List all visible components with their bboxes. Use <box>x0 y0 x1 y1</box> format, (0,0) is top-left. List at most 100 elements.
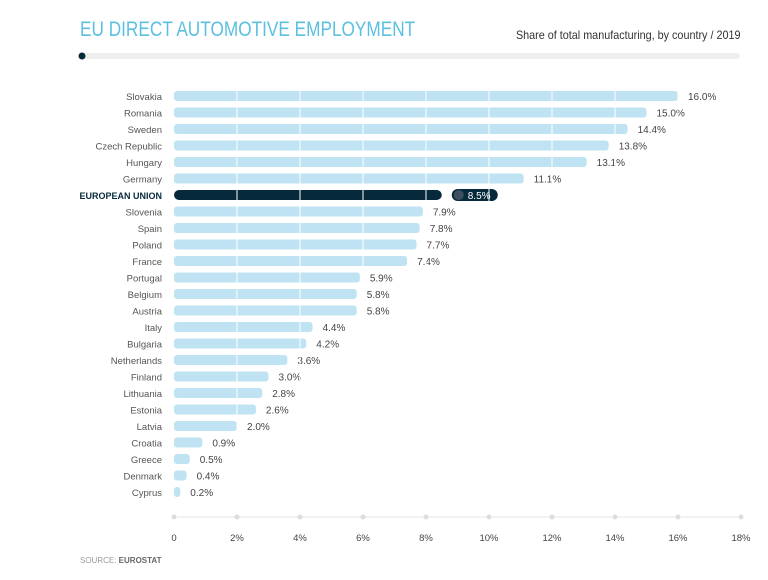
bar <box>174 355 288 365</box>
x-tick-label: 8% <box>419 533 433 544</box>
category-label: Denmark <box>123 472 162 483</box>
value-label: 7.4% <box>417 257 440 268</box>
bar <box>174 256 408 266</box>
category-label: Italy <box>145 323 163 334</box>
source-name: EUROSTAT <box>118 556 162 565</box>
bar <box>174 404 256 415</box>
bar <box>174 470 187 481</box>
value-label: 13.8% <box>619 142 647 153</box>
value-label: 5.8% <box>367 290 390 301</box>
value-label: 11.1% <box>534 175 562 186</box>
x-tick-label: 10% <box>479 533 499 544</box>
value-label: 8.5% <box>468 191 491 202</box>
source-note: SOURCE: EUROSTAT <box>80 556 161 565</box>
bar <box>174 239 417 250</box>
value-label: 5.8% <box>367 307 390 318</box>
category-label: Lithuania <box>123 389 162 400</box>
source-label: SOURCE: <box>80 556 119 565</box>
category-label: Hungary <box>126 158 162 169</box>
bar <box>174 140 609 151</box>
bar <box>174 223 420 233</box>
bar <box>174 289 357 299</box>
bar <box>174 173 524 184</box>
value-label: 2.6% <box>266 406 289 417</box>
bar <box>174 190 442 200</box>
x-tick-label: 6% <box>356 533 370 544</box>
x-tick-label: 2% <box>230 533 244 544</box>
x-tick-label: 14% <box>605 533 625 544</box>
x-tick-dot <box>234 514 240 520</box>
category-label: Poland <box>132 241 162 252</box>
category-label: Sweden <box>128 125 162 136</box>
bar <box>174 388 263 398</box>
chart-title: EU DIRECT AUTOMOTIVE EMPLOYMENT <box>80 18 416 41</box>
category-label: Bulgaria <box>127 340 163 351</box>
x-tick-dot <box>549 514 555 520</box>
value-label: 16.0% <box>688 92 716 103</box>
value-label: 7.7% <box>427 241 450 252</box>
bar <box>174 437 203 448</box>
x-tick-label: 12% <box>542 533 562 544</box>
category-label: Slovenia <box>126 208 163 219</box>
bar <box>174 454 190 464</box>
category-label: Spain <box>138 224 162 235</box>
value-label: 15.0% <box>657 109 685 120</box>
category-label: Belgium <box>128 290 162 301</box>
x-tick-label: 18% <box>731 533 751 544</box>
bar <box>174 338 307 349</box>
x-tick-dot <box>612 514 618 520</box>
category-label: Romania <box>124 109 163 120</box>
category-label: Portugal <box>127 274 162 285</box>
chart-subtitle: Share of total manufacturing, by country… <box>515 28 740 42</box>
category-label: Estonia <box>130 406 162 417</box>
x-tick-label: 0 <box>171 533 176 544</box>
category-label: Croatia <box>131 439 162 450</box>
category-label: Germany <box>123 175 162 186</box>
value-label: 2.8% <box>272 389 295 400</box>
value-label: 7.8% <box>430 224 453 235</box>
value-label: 7.9% <box>433 208 456 219</box>
header-track-dot <box>78 52 86 60</box>
x-tick-dot <box>423 514 429 520</box>
bar <box>174 124 628 134</box>
value-label: 2.0% <box>247 422 270 433</box>
highlight-label-dot <box>453 190 464 200</box>
category-label: Czech Republic <box>95 142 162 153</box>
x-tick-dot <box>360 514 366 520</box>
category-label: Finland <box>131 373 162 384</box>
value-label: 5.9% <box>370 274 393 285</box>
x-tick-label: 4% <box>293 533 307 544</box>
category-label: EUROPEAN UNION <box>79 191 162 201</box>
value-label: 3.0% <box>279 373 302 384</box>
value-label: 14.4% <box>638 125 666 136</box>
category-label: Latvia <box>137 422 163 433</box>
bar <box>174 371 269 382</box>
x-tick-dot <box>171 514 177 520</box>
value-label: 0.9% <box>212 439 235 450</box>
bar <box>174 322 313 332</box>
highlight-label-pill <box>451 189 498 201</box>
x-tick-dot <box>486 514 492 520</box>
bar <box>174 487 181 497</box>
category-label: Austria <box>132 307 162 318</box>
bar <box>174 305 357 316</box>
bar <box>174 107 647 118</box>
value-label: 13.1% <box>597 158 625 169</box>
value-label: 0.2% <box>190 488 213 499</box>
category-label: Greece <box>131 455 162 466</box>
bar <box>174 272 360 283</box>
x-tick-label: 16% <box>668 533 688 544</box>
value-label: 4.4% <box>323 323 346 334</box>
category-label: Netherlands <box>111 356 162 367</box>
bar <box>174 421 237 431</box>
x-tick-dot <box>675 514 681 520</box>
bar <box>174 206 423 217</box>
value-label: 4.2% <box>316 340 339 351</box>
category-label: Slovakia <box>126 92 163 103</box>
value-label: 0.5% <box>200 455 223 466</box>
category-label: France <box>132 257 162 268</box>
value-label: 3.6% <box>297 356 320 367</box>
category-label: Cyprus <box>132 488 162 499</box>
